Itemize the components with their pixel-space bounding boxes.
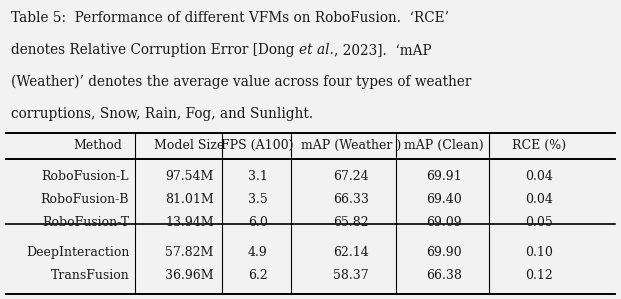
Text: 3.1: 3.1 xyxy=(248,170,268,183)
Text: RoboFusion-L: RoboFusion-L xyxy=(42,170,129,183)
Text: 57.82M: 57.82M xyxy=(165,246,214,260)
Text: RoboFusion-B: RoboFusion-B xyxy=(40,193,129,206)
Text: mAP (Clean): mAP (Clean) xyxy=(404,139,484,152)
Text: 69.90: 69.90 xyxy=(426,246,462,260)
Text: 0.12: 0.12 xyxy=(525,269,553,283)
Text: , 2023].  ‘mAP: , 2023]. ‘mAP xyxy=(334,43,432,57)
Text: 58.37: 58.37 xyxy=(333,269,369,283)
Text: FPS (A100): FPS (A100) xyxy=(222,139,294,152)
Text: 0.04: 0.04 xyxy=(525,193,553,206)
Text: 0.04: 0.04 xyxy=(525,170,553,183)
Text: mAP (Weather ): mAP (Weather ) xyxy=(301,139,401,152)
Text: 65.82: 65.82 xyxy=(333,216,369,229)
Text: 69.40: 69.40 xyxy=(426,193,462,206)
Text: 66.38: 66.38 xyxy=(426,269,462,283)
Text: 81.01M: 81.01M xyxy=(165,193,214,206)
Text: DeepInteraction: DeepInteraction xyxy=(26,246,129,260)
Text: 66.33: 66.33 xyxy=(333,193,369,206)
Text: 6.2: 6.2 xyxy=(248,269,268,283)
Text: (Weather)’ denotes the average value across four types of weather: (Weather)’ denotes the average value acr… xyxy=(11,75,471,89)
Text: 69.09: 69.09 xyxy=(426,216,462,229)
Text: Table 5:  Performance of different VFMs on RoboFusion.  ‘RCE’: Table 5: Performance of different VFMs o… xyxy=(11,10,449,25)
Text: corruptions, Snow, Rain, Fog, and Sunlight.: corruptions, Snow, Rain, Fog, and Sunlig… xyxy=(11,107,314,121)
Text: 3.5: 3.5 xyxy=(248,193,268,206)
Text: 4.9: 4.9 xyxy=(248,246,268,260)
Text: 0.10: 0.10 xyxy=(525,246,553,260)
Text: et al.: et al. xyxy=(299,43,334,57)
Text: 97.54M: 97.54M xyxy=(165,170,214,183)
Text: 13.94M: 13.94M xyxy=(165,216,214,229)
Text: 0.05: 0.05 xyxy=(525,216,553,229)
Text: Model Size: Model Size xyxy=(154,139,225,152)
Text: RoboFusion-T: RoboFusion-T xyxy=(42,216,129,229)
Text: RCE (%): RCE (%) xyxy=(512,139,566,152)
Text: 67.24: 67.24 xyxy=(333,170,369,183)
Text: TransFusion: TransFusion xyxy=(50,269,129,283)
Text: 36.96M: 36.96M xyxy=(165,269,214,283)
Text: denotes Relative Corruption Error [Dong: denotes Relative Corruption Error [Dong xyxy=(11,43,299,57)
Text: Method: Method xyxy=(74,139,122,152)
Text: 69.91: 69.91 xyxy=(426,170,462,183)
Text: 6.0: 6.0 xyxy=(248,216,268,229)
Text: 62.14: 62.14 xyxy=(333,246,369,260)
